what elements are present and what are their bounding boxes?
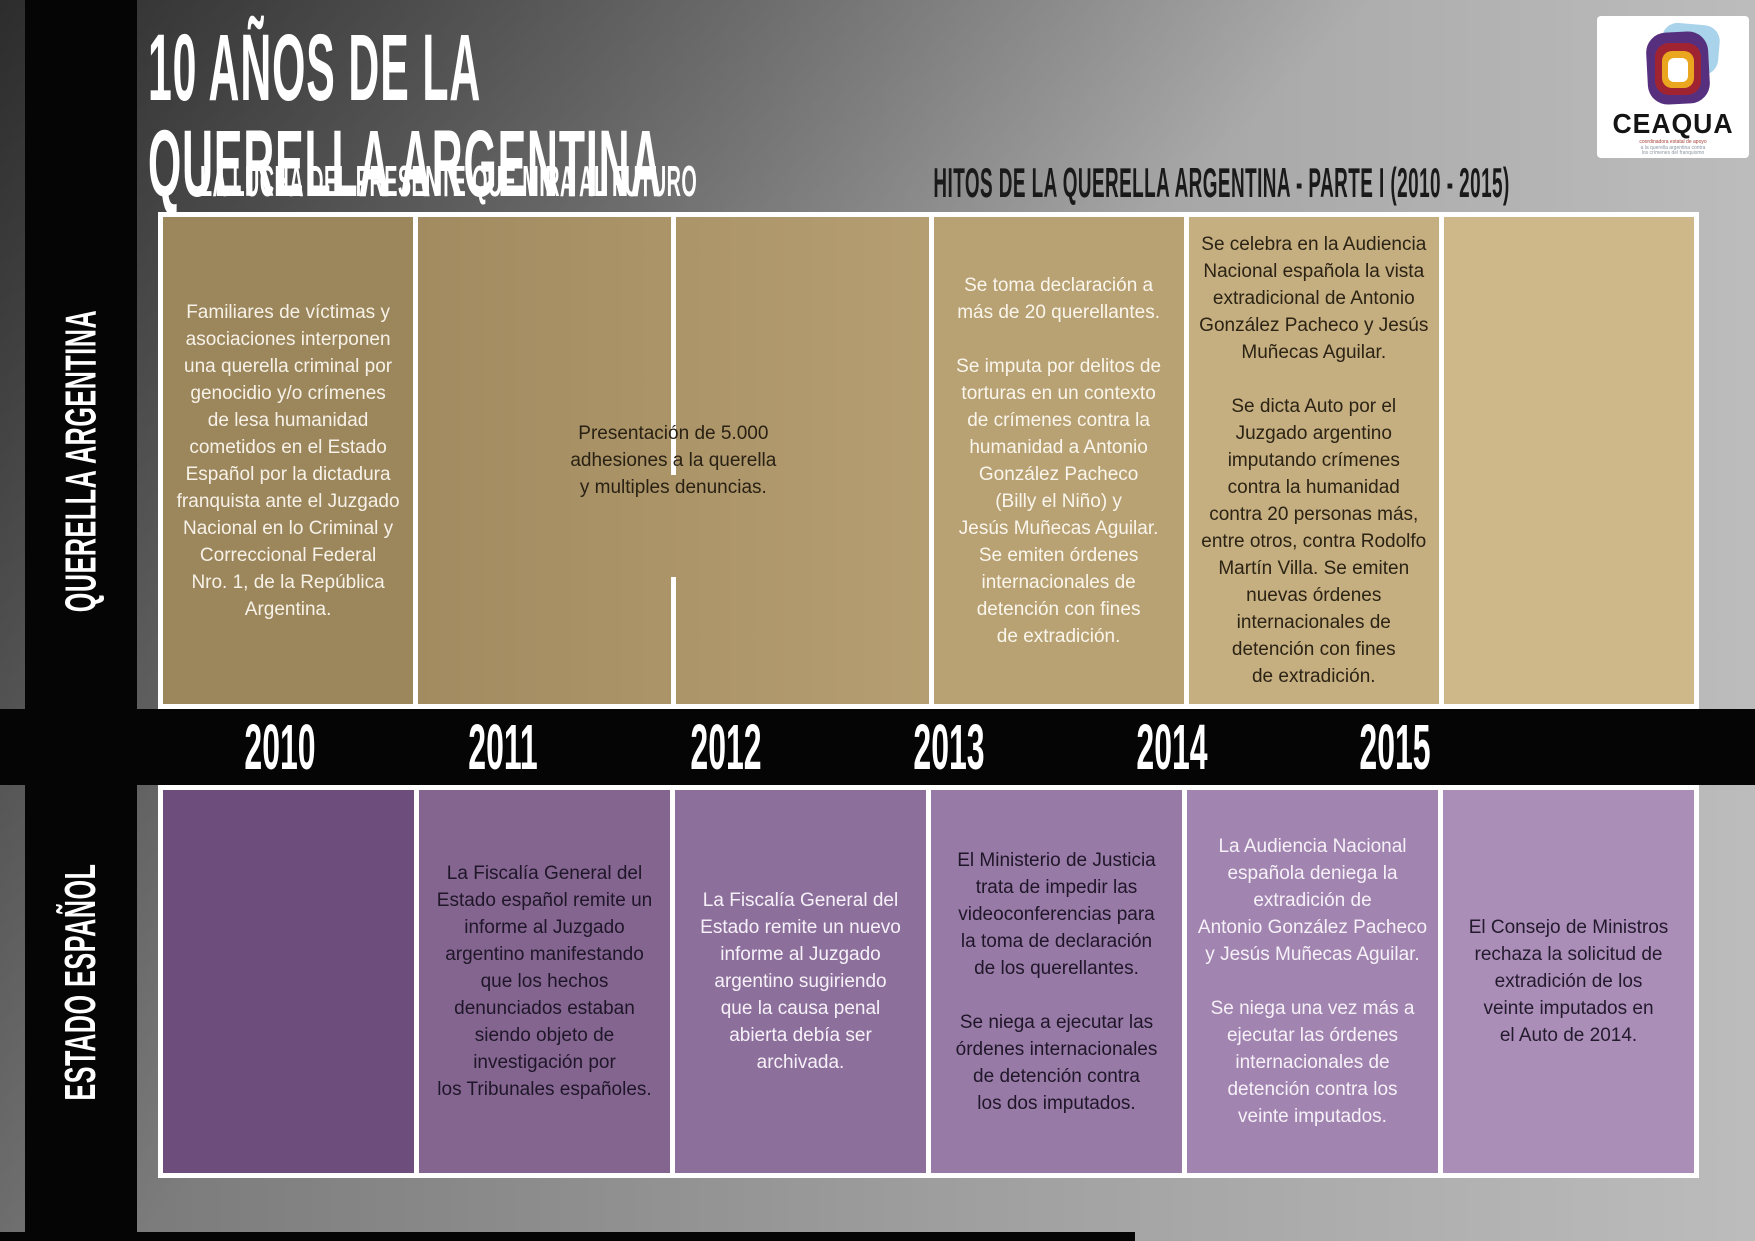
timeline-row-estado: La Fiscalía General del Estado español r…: [158, 785, 1699, 1178]
cell-2015-estado: El Consejo de Ministros rechaza la solic…: [1443, 790, 1694, 1173]
logo-tagline-line3: los crímenes del franquismo: [1641, 150, 1705, 156]
cell-text: La Fiscalía General del Estado español r…: [436, 863, 653, 1100]
logo-tagline-line1: coordinadora estatal de apoyo: [1639, 139, 1707, 145]
cell-text: Se toma declaración a más de 20 querella…: [956, 274, 1162, 647]
ceaqua-logo: CEAQUA coordinadora estatal de apoyo a l…: [1597, 16, 1749, 158]
column-divider-bottom: [670, 577, 676, 704]
cell-2014-querella: Se celebra en la Audiencia Nacional espa…: [1188, 217, 1439, 704]
cell-text: El Ministerio de Justicia trata de imped…: [955, 849, 1158, 1114]
ceaqua-logo-tagline: coordinadora estatal de apoyo a la quere…: [1597, 139, 1749, 157]
cell-2010-estado: [163, 790, 414, 1173]
page-title: 10 AÑOS DE LA QUERELLA ARGENTINA: [148, 20, 1291, 212]
page-title-line1: 10 AÑOS DE LA: [148, 15, 482, 121]
cell-2012-estado: La Fiscalía General del Estado remite un…: [675, 790, 926, 1173]
cell-2010-querella: Familiares de víctimas y asociaciones in…: [163, 217, 414, 704]
cell-text: Familiares de víctimas y asociaciones in…: [176, 301, 400, 620]
ceaqua-logo-mark-icon: [1597, 16, 1749, 111]
logo-tagline-line2: a la querella argentina contra: [1640, 144, 1706, 151]
year-label-2010: 2010: [244, 711, 316, 783]
row-label-querella-argentina: QUERELLA ARGENTINA: [56, 309, 106, 612]
cell-text: El Consejo de Ministros rechaza la solic…: [1468, 917, 1669, 1046]
cell-text: Presentación de 5.000 adhesiones a la qu…: [570, 423, 777, 498]
year-label-2015: 2015: [1359, 711, 1431, 783]
cell-text: Se celebra en la Audiencia Nacional espa…: [1199, 234, 1429, 687]
cell-text: La Audiencia Nacional española deniega l…: [1197, 836, 1428, 1127]
cell-2011-2012-querella: Presentación de 5.000 adhesiones a la qu…: [418, 217, 929, 704]
timeline-row-querella: Familiares de víctimas y asociaciones in…: [158, 212, 1699, 709]
column-divider-top: [670, 217, 676, 476]
cell-2014-estado: La Audiencia Nacional española deniega l…: [1187, 790, 1438, 1173]
year-label-2013: 2013: [913, 711, 985, 783]
subtitle: LA LUCHA DEL PRESENTE QUE MIRA AL FUTURO: [200, 157, 698, 206]
left-black-bar: [25, 0, 137, 1241]
year-band: 2010 2011 2012 2013 2014 2015: [0, 709, 1755, 785]
cell-2013-estado: El Ministerio de Justicia trata de imped…: [931, 790, 1182, 1173]
cell-2011-estado: La Fiscalía General del Estado español r…: [419, 790, 670, 1173]
year-label-2014: 2014: [1136, 711, 1208, 783]
cell-text: La Fiscalía General del Estado remite un…: [700, 890, 901, 1073]
bottom-bar: [0, 1232, 1135, 1241]
cell-2013-querella: Se toma declaración a más de 20 querella…: [933, 217, 1184, 704]
section-title: HITOS DE LA QUERELLA ARGENTINA - PARTE I…: [933, 159, 1510, 206]
page-title-line2: QUERELLA ARGENTINA: [148, 111, 663, 217]
cell-2015-querella: [1443, 217, 1695, 704]
logo-white-center: [1668, 58, 1688, 82]
row-label-estado-espanol: ESTADO ESPAÑOL: [56, 863, 105, 1100]
year-label-2012: 2012: [690, 711, 762, 783]
year-label-2011: 2011: [468, 711, 538, 783]
ceaqua-logo-name: CEAQUA: [1612, 108, 1734, 139]
